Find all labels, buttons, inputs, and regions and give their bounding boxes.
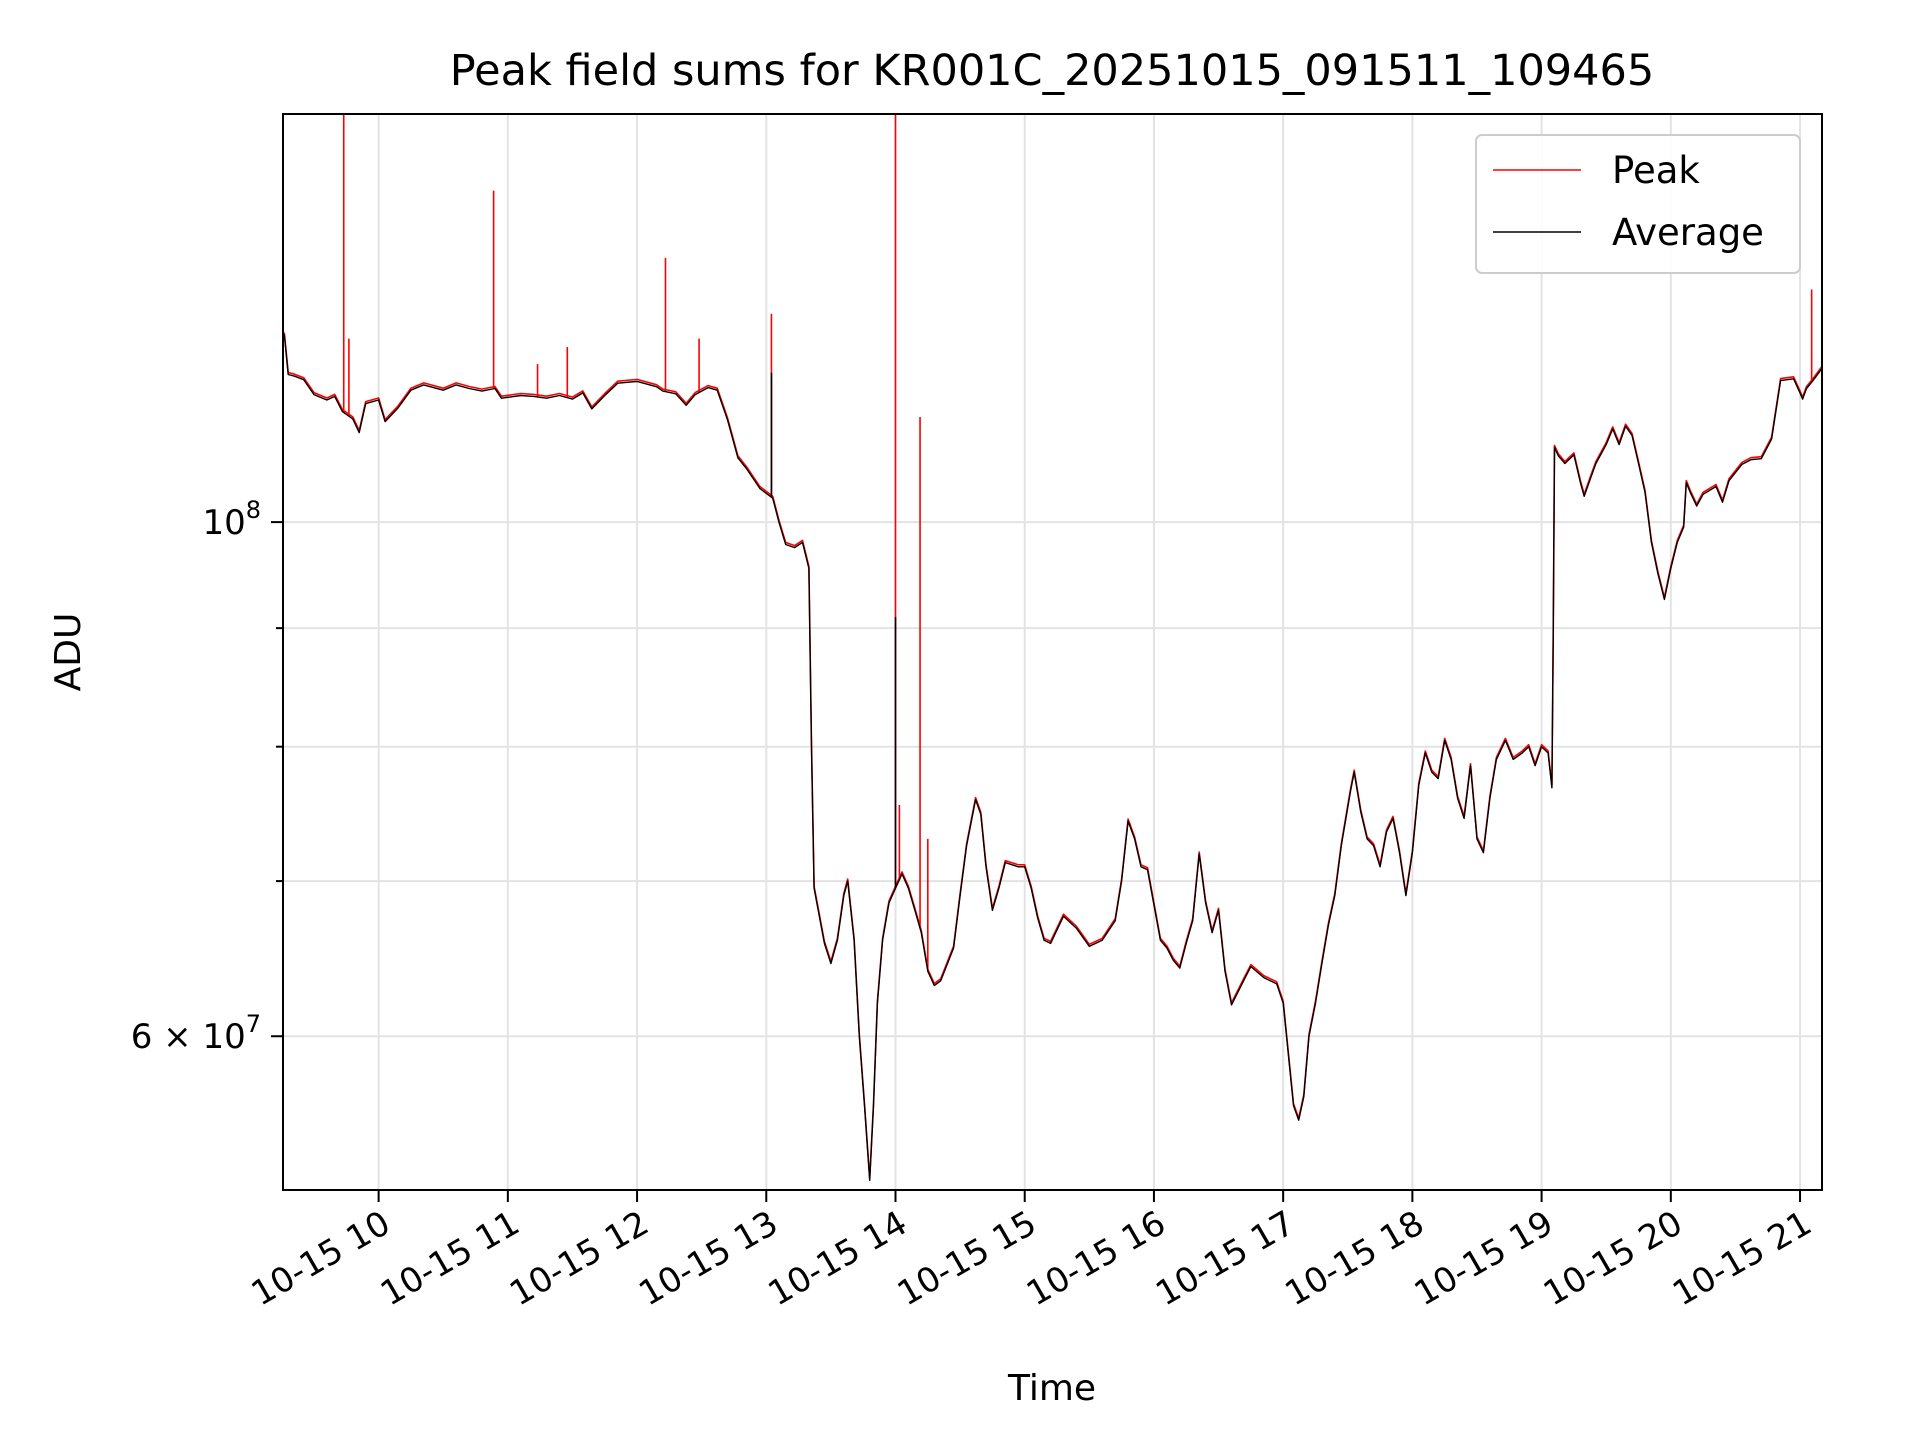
y-ticks: 108 6 × 107 <box>131 496 283 1057</box>
peak-line <box>283 332 1823 1180</box>
y-tick-label: 108 <box>202 496 261 543</box>
chart-title: Peak field sums for KR001C_20251015_0915… <box>450 46 1654 96</box>
x-tick-label: 10-15 10 <box>245 1203 397 1314</box>
x-tick-label: 10-15 16 <box>1020 1203 1172 1314</box>
x-tick-label: 10-15 11 <box>374 1203 526 1314</box>
legend: Peak Average <box>1475 134 1801 274</box>
legend-average-label: Average <box>1612 211 1764 254</box>
x-tick-label: 10-15 17 <box>1149 1203 1301 1314</box>
grid-layer <box>283 114 1822 1190</box>
x-tick-label: 10-15 12 <box>503 1203 655 1314</box>
y-tick-label: 6 × 107 <box>131 1010 261 1057</box>
x-tick-label: 10-15 13 <box>632 1203 784 1314</box>
legend-peak-label: Peak <box>1612 149 1700 192</box>
x-tick-label: 10-15 14 <box>762 1203 914 1314</box>
y-axis-label: ADU <box>48 613 89 692</box>
plot-frame <box>282 113 1823 1191</box>
average-series <box>283 334 1823 1182</box>
x-tick-label: 10-15 19 <box>1408 1203 1560 1314</box>
x-tick-label: 10-15 15 <box>891 1203 1043 1314</box>
x-tick-label: 10-15 20 <box>1537 1203 1689 1314</box>
x-tick-label: 10-15 18 <box>1278 1203 1430 1314</box>
x-axis-label: Time <box>1007 1368 1096 1409</box>
average-line <box>283 334 1823 1182</box>
x-tick-label: 10-15 21 <box>1666 1203 1818 1314</box>
